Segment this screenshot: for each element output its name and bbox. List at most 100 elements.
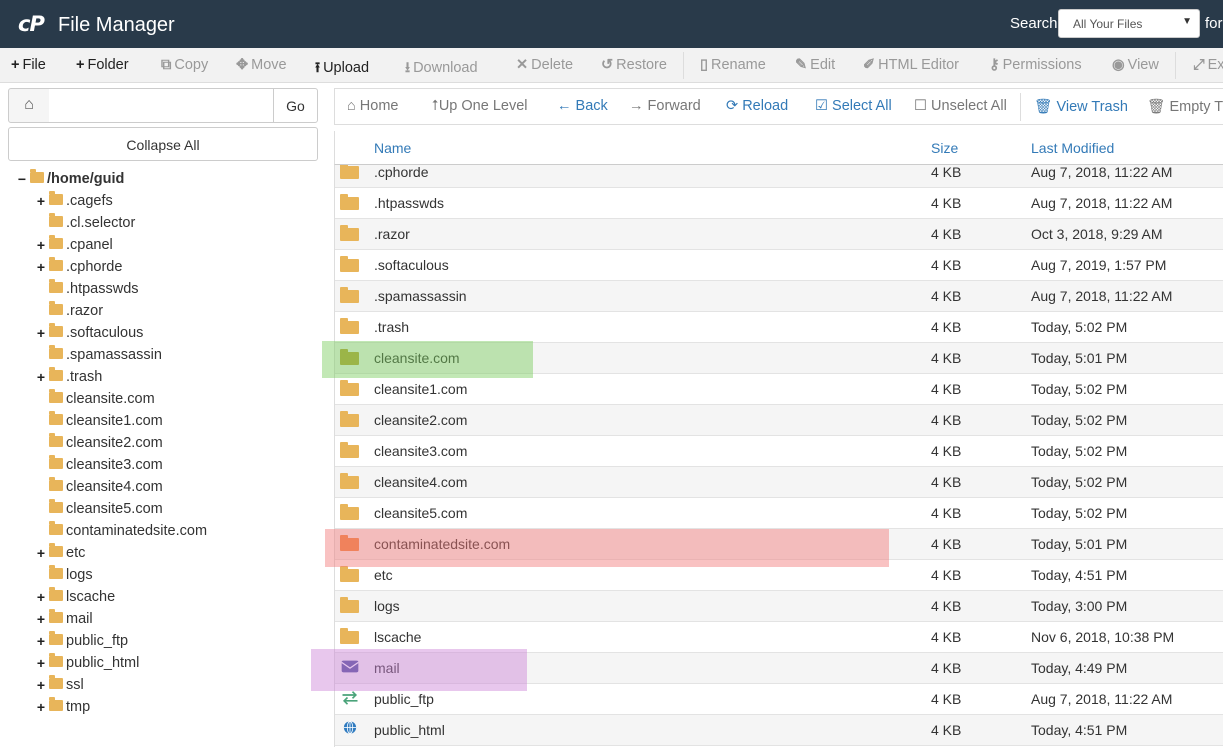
tree-item[interactable]: cleansite2.com [49,433,163,457]
table-row[interactable]: cleansite1.com 4 KB Today, 5:02 PM [335,374,1223,405]
table-row[interactable]: .htpasswds 4 KB Aug 7, 2018, 11:22 AM [335,188,1223,219]
tree-item[interactable]: + etc [37,543,85,567]
permissions-button[interactable]: ⚷ Permissions [989,57,1082,73]
view-trash-button[interactable]: 🗑 View Trash [1034,98,1128,115]
column-name-header[interactable]: Name [374,140,412,156]
expand-icon[interactable]: + [36,633,46,649]
restore-button[interactable]: ↺ Restore [601,57,667,73]
table-row[interactable]: .cphorde 4 KB Aug 7, 2018, 11:22 AM [335,165,1223,188]
reload-button[interactable]: ⟳ Reload [726,98,788,114]
extract-label: Ex [1207,57,1223,73]
tree-item[interactable]: + .cphorde [37,257,123,281]
table-row[interactable]: etc 4 KB Today, 4:51 PM [335,560,1223,591]
tree-item-label: .softaculous [66,325,144,341]
table-row[interactable]: .softaculous 4 KB Aug 7, 2019, 1:57 PM [335,250,1223,281]
table-row[interactable]: cleansite3.com 4 KB Today, 5:02 PM [335,436,1223,467]
table-row[interactable]: .razor 4 KB Oct 3, 2018, 9:29 AM [335,219,1223,250]
column-modified-header[interactable]: Last Modified [1031,140,1115,156]
expand-icon[interactable]: + [36,699,46,715]
tree-item[interactable]: contaminatedsite.com [49,521,207,545]
go-button[interactable]: Go [273,88,318,123]
tree-root[interactable]: − /home/guid [18,169,124,193]
table-row[interactable]: public_ftp 4 KB Aug 7, 2018, 11:22 AM [335,684,1223,715]
tree-item[interactable]: + .cagefs [37,191,113,215]
expand-icon[interactable]: + [36,369,46,385]
expand-icon[interactable]: + [36,589,46,605]
search-scope-select[interactable]: All Your Files ▼ [1058,9,1200,38]
tree-item[interactable]: cleansite5.com [49,499,163,523]
table-row[interactable]: .trash 4 KB Today, 5:02 PM [335,312,1223,343]
folder-icon [49,279,63,293]
upload-button[interactable]: ⭱ Upload [315,57,369,82]
tree-item-label: .cphorde [66,259,123,275]
tree-item[interactable]: cleansite.com [49,389,155,413]
folder-icon [340,535,359,551]
tree-item[interactable]: + ssl [37,675,84,699]
tree-item[interactable]: .razor [49,301,103,325]
tree-item[interactable]: + mail [37,609,93,633]
up-one-level-button[interactable]: ⭡Up One Level [432,98,528,114]
tree-item[interactable]: + .cpanel [37,235,113,259]
tree-item[interactable]: + public_ftp [37,631,128,655]
table-row[interactable]: contaminatedsite.com 4 KB Today, 5:01 PM [335,529,1223,560]
pencil-icon: ✎ [795,57,808,73]
table-row[interactable]: cleansite5.com 4 KB Today, 5:02 PM [335,498,1223,529]
extract-button[interactable]: ⤢ Ex [1193,57,1223,73]
cpanel-logo[interactable]: cP [18,12,45,36]
tree-item[interactable]: + tmp [37,697,90,721]
table-row[interactable]: .spamassassin 4 KB Aug 7, 2018, 11:22 AM [335,281,1223,312]
tree-item[interactable]: cleansite3.com [49,455,163,479]
file-size: 4 KB [931,691,962,707]
tree-item[interactable]: + .trash [37,367,102,391]
tree-item[interactable]: .htpasswds [49,279,139,303]
expand-icon[interactable]: + [36,237,46,253]
collapse-icon[interactable]: − [17,171,27,187]
new-file-button[interactable]: + File [11,57,46,73]
expand-icon[interactable]: + [36,193,46,209]
empty-trash-button[interactable]: 🗑 Empty Tra [1147,98,1223,115]
path-input[interactable] [49,88,274,123]
tree-item[interactable]: cleansite1.com [49,411,163,435]
table-row[interactable]: mail 4 KB Today, 4:49 PM [335,653,1223,684]
table-row[interactable]: logs 4 KB Today, 3:00 PM [335,591,1223,622]
select-all-button[interactable]: ☑ Select All [815,98,892,114]
table-row[interactable]: cleansite.com 4 KB Today, 5:01 PM [335,343,1223,374]
forward-button[interactable]: → Forward [629,98,701,114]
home-button[interactable]: ⌂ [8,88,50,123]
nav-home-button[interactable]: ⌂ Home [347,98,398,114]
highlight-cleansite [322,341,533,378]
folder-icon [49,433,63,447]
tree-item[interactable]: + public_html [37,653,139,677]
table-row[interactable]: cleansite4.com 4 KB Today, 5:02 PM [335,467,1223,498]
tree-item[interactable]: + lscache [37,587,115,611]
expand-icon[interactable]: + [36,545,46,561]
table-row[interactable]: public_html 4 KB Today, 4:51 PM [335,715,1223,746]
html-editor-button[interactable]: ✐ HTML Editor [863,57,959,73]
file-table-header: Name Size Last Modified [334,131,1223,165]
tree-item[interactable]: .cl.selector [49,213,135,237]
new-folder-button[interactable]: + Folder [76,57,129,73]
tree-item[interactable]: .spamassassin [49,345,162,369]
view-button[interactable]: ◉ View [1112,57,1159,73]
rename-button[interactable]: ▯ Rename [700,57,766,73]
expand-icon[interactable]: + [36,677,46,693]
expand-icon[interactable]: + [36,259,46,275]
edit-button[interactable]: ✎ Edit [795,57,835,73]
expand-icon[interactable]: + [36,611,46,627]
copy-button[interactable]: ⧉ Copy [161,57,208,73]
move-button[interactable]: ✥ Move [236,57,287,73]
expand-icon[interactable]: + [36,325,46,341]
table-row[interactable]: lscache 4 KB Nov 6, 2018, 10:38 PM [335,622,1223,653]
expand-icon[interactable]: + [36,655,46,671]
collapse-all-button[interactable]: Collapse All [8,127,318,161]
tree-item[interactable]: logs [49,565,93,589]
tree-item[interactable]: + .softaculous [37,323,144,347]
column-size-header[interactable]: Size [931,140,959,156]
delete-button[interactable]: ✕ Delete [516,57,573,73]
unselect-all-button[interactable]: ☐ Unselect All [914,98,1007,114]
tree-item[interactable]: cleansite4.com [49,477,163,501]
back-button[interactable]: ← Back [557,98,608,114]
download-button[interactable]: ⭳ Download [405,57,478,82]
table-row[interactable]: cleansite2.com 4 KB Today, 5:02 PM [335,405,1223,436]
eye-icon: ◉ [1112,57,1125,73]
